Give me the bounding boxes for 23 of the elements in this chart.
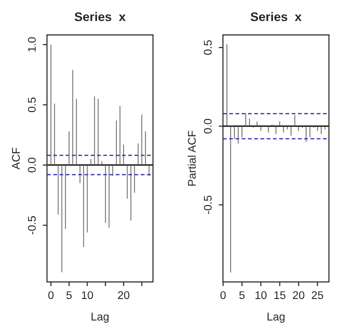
chart-title: Series x — [74, 12, 126, 22]
y-tick-label: -0.5 — [28, 216, 36, 234]
x-tick-label: 15 — [274, 291, 286, 300]
x-tick-label: 0 — [48, 291, 54, 300]
y-tick-label: 0.5 — [28, 98, 36, 112]
y-axis-title: Partial ACF — [188, 130, 196, 186]
y-tick-label: 0.0 — [28, 158, 36, 172]
x-tick-label: 5 — [239, 291, 245, 300]
x-tick-label: 20 — [118, 291, 130, 300]
x-axis-title: Lag — [92, 312, 109, 323]
x-tick-label: 10 — [82, 291, 94, 300]
x-tick-label: 25 — [312, 291, 324, 300]
x-axis-title: Lag — [268, 312, 284, 323]
y-tick-label: -0.5 — [204, 196, 212, 214]
y-tick-label: 0.5 — [204, 40, 212, 55]
y-tick-label: 0.0 — [204, 118, 212, 134]
y-axis-title: ACF — [12, 148, 20, 170]
y-tick-label: 1.0 — [28, 37, 36, 52]
x-tick-label: 20 — [292, 291, 304, 300]
x-tick-label: 5 — [66, 291, 72, 300]
x-tick-label: 10 — [256, 291, 267, 300]
x-tick-label: 0 — [220, 291, 226, 300]
chart-title: Series x — [250, 12, 302, 22]
